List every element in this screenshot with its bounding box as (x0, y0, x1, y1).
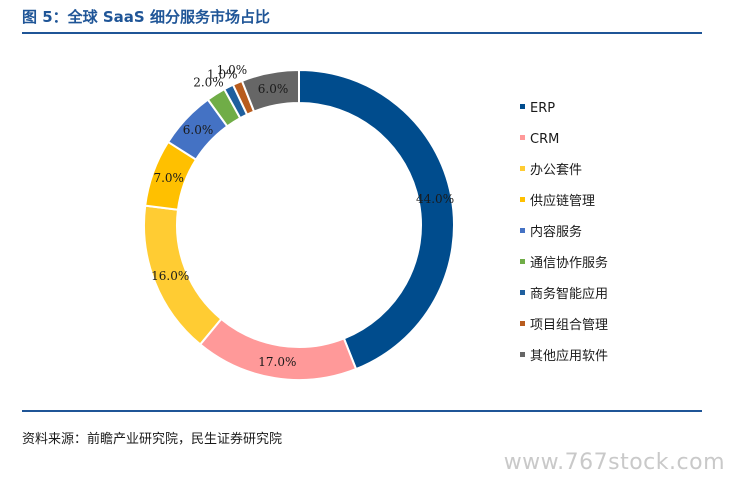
donut-labels: 44.0% 17.0% 16.0% 7.0% 6.0% 2.0%1.0%1.0% 6.0% (151, 63, 454, 369)
legend-label-5: 内容服务 (530, 224, 582, 240)
legend-swatch-6 (520, 259, 525, 264)
slice-9 (240, 68, 300, 113)
legend-swatch-4 (520, 197, 525, 202)
source-note: 资料来源：前瞻产业研究院，民生证券研究院 (22, 432, 283, 447)
source-rule (22, 410, 702, 412)
legend-label-6: 通信协作服务 (530, 255, 608, 271)
slice-label-8: 1.0% (217, 63, 248, 77)
legend-label-1: ERP (530, 101, 555, 116)
donut-slices (143, 68, 455, 381)
slice-label-5: 6.0% (183, 123, 214, 137)
figure-title: 图 5：全球 SaaS 细分服务市场占比 (22, 8, 270, 26)
legend-swatch-1 (520, 104, 525, 109)
slice-label-6: 2.0% (193, 75, 224, 89)
legend-swatch-8 (520, 321, 525, 326)
slice-label-2: 17.0% (258, 355, 296, 369)
slice-label-4: 7.0% (153, 171, 184, 185)
slice-label-3: 16.0% (151, 269, 189, 283)
legend-label-2: CRM (530, 132, 559, 147)
legend-swatch-9 (520, 352, 525, 357)
slice-label-9: 6.0% (258, 82, 289, 96)
watermark: www.767stock.com (503, 450, 725, 475)
legend-label-7: 商务智能应用 (530, 286, 608, 302)
slice-label-1: 44.0% (416, 192, 454, 206)
legend-label-9: 其他应用软件 (530, 348, 608, 364)
legend-swatch-3 (520, 166, 525, 171)
legend-label-8: 项目组合管理 (530, 318, 608, 333)
chart-legend: ERP CRM 办公套件供应链管理内容服务通信协作服务商务智能应用项目组合管理其他应… (520, 101, 608, 364)
slice-1 (298, 68, 455, 371)
title-rule (22, 32, 702, 34)
slice-2 (198, 317, 358, 381)
legend-swatch-2 (520, 135, 525, 140)
legend-label-3: 办公套件 (530, 162, 582, 178)
legend-swatch-7 (520, 290, 525, 295)
legend-swatch-5 (520, 228, 525, 233)
legend-label-4: 供应链管理 (530, 193, 595, 209)
slice-label-7: 1.0% (207, 67, 238, 81)
